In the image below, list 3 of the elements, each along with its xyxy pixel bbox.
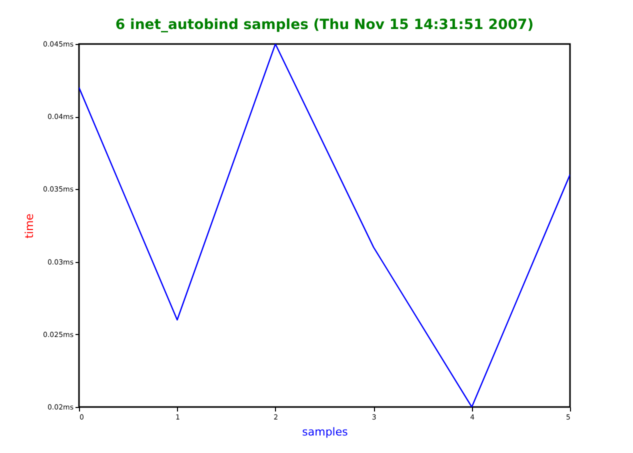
y-axis-title: time <box>22 213 36 238</box>
chart-title: 6 inet_autobind samples (Thu Nov 15 14:31:51 2007) <box>115 17 534 33</box>
x-axis-title: samples <box>302 426 348 438</box>
